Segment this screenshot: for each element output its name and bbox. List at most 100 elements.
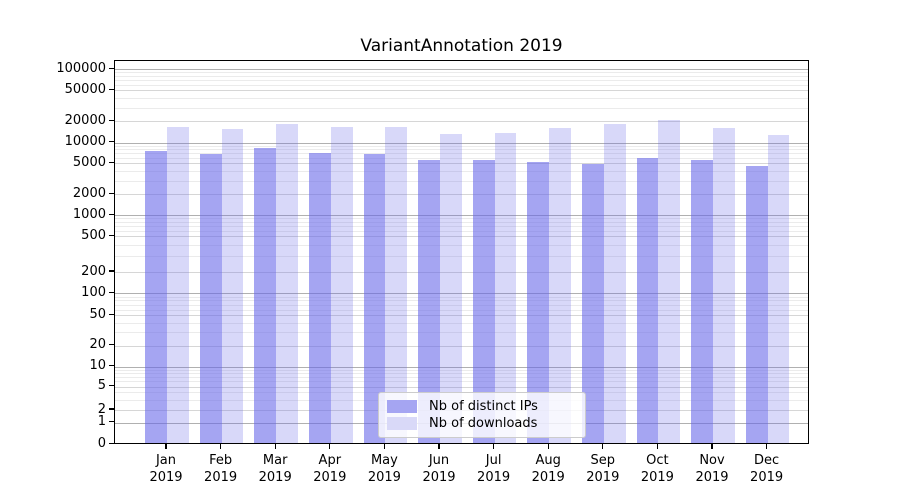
gridline <box>115 180 808 182</box>
legend: Nb of distinct IPs Nb of downloads <box>378 392 586 438</box>
bar-downloads-jul <box>494 133 517 443</box>
x-tick-label: Dec 2019 <box>750 453 784 485</box>
y-tick-mark <box>109 234 114 236</box>
bar-distinct-ips-oct <box>636 157 659 443</box>
bar-distinct-ips-nov <box>691 159 713 443</box>
gridline <box>115 230 808 232</box>
bar-downloads-mar <box>276 123 298 443</box>
x-tick-label: Sep 2019 <box>586 453 620 485</box>
x-tick-label: Nov 2019 <box>695 453 729 485</box>
y-tick-label: 1 <box>97 414 106 430</box>
legend-item-distinct-ips: Nb of distinct IPs <box>387 399 577 414</box>
y-tick-mark <box>109 67 114 69</box>
x-tick-label: Oct 2019 <box>640 453 674 485</box>
legend-swatch-downloads <box>387 417 417 430</box>
y-tick-mark <box>109 119 114 121</box>
gridline <box>115 293 808 295</box>
plot-area <box>114 60 809 444</box>
x-tick-label: Jun 2019 <box>422 453 456 485</box>
gridline <box>115 309 808 311</box>
x-tick-mark <box>165 444 167 449</box>
gridline <box>115 69 808 71</box>
y-tick-mark <box>109 442 114 445</box>
x-tick-label: May 2019 <box>367 453 401 485</box>
gridline <box>115 376 808 378</box>
gridline <box>115 386 808 388</box>
bar-distinct-ips-jan <box>145 150 167 443</box>
x-tick-label: Feb 2019 <box>204 453 238 485</box>
gridline <box>115 215 808 217</box>
gridline <box>115 256 808 258</box>
chart-title: VariantAnnotation 2019 <box>360 36 563 56</box>
x-tick-label: Jul 2019 <box>477 453 511 485</box>
bar-downloads-nov <box>713 128 735 443</box>
gridline <box>115 296 808 298</box>
bar-distinct-ips-jun <box>418 160 440 443</box>
x-tick-label: Mar 2019 <box>258 453 292 485</box>
gridline <box>115 170 808 172</box>
gridline <box>115 369 808 371</box>
y-tick-mark <box>109 141 114 143</box>
bar-downloads-jun <box>440 134 462 443</box>
gridline <box>115 80 808 82</box>
bar-distinct-ips-feb <box>199 153 222 443</box>
bar-downloads-apr <box>330 126 353 443</box>
legend-label-downloads: Nb of downloads <box>429 416 538 431</box>
gridline <box>115 236 808 238</box>
gridline <box>115 332 808 334</box>
y-tick-label: 500 <box>81 227 106 243</box>
x-tick-label: Jan 2019 <box>149 453 183 485</box>
y-tick-mark <box>109 313 114 315</box>
x-tick-mark <box>711 444 713 449</box>
gridline <box>115 300 808 302</box>
x-tick-label: Aug 2019 <box>531 453 565 485</box>
gridline <box>115 366 808 368</box>
y-tick-label: 5 <box>97 378 106 394</box>
bar-distinct-ips-aug <box>527 162 550 443</box>
y-tick-mark <box>109 365 114 367</box>
gridline <box>115 107 808 109</box>
gridline <box>115 163 808 165</box>
gridline <box>115 121 808 123</box>
legend-swatch-distinct-ips <box>387 400 417 413</box>
gridline <box>115 194 808 196</box>
x-tick-mark <box>765 444 768 449</box>
y-tick-label: 20 <box>89 337 106 352</box>
y-tick-mark <box>109 213 114 215</box>
gridline <box>115 373 808 375</box>
bar-distinct-ips-sep <box>582 163 604 443</box>
gridline <box>115 345 808 347</box>
gridline <box>115 226 808 228</box>
x-tick-label: Apr 2019 <box>313 453 347 485</box>
bar-distinct-ips-mar <box>254 147 277 443</box>
gridline <box>115 218 808 220</box>
x-tick-mark <box>656 444 659 449</box>
y-tick-mark <box>109 270 114 272</box>
y-tick-mark <box>109 421 114 423</box>
y-tick-label: 50000 <box>64 81 106 97</box>
x-tick-mark <box>219 444 222 449</box>
y-tick-label: 2000 <box>72 185 106 201</box>
y-tick-mark <box>109 385 114 387</box>
y-tick-mark <box>109 192 114 194</box>
legend-label-distinct-ips: Nb of distinct IPs <box>429 399 538 414</box>
bar-distinct-ips-may <box>363 154 386 443</box>
bar-downloads-dec <box>767 134 790 443</box>
x-tick-mark <box>329 444 331 449</box>
bar-downloads-aug <box>549 127 571 443</box>
gridline <box>115 244 808 246</box>
y-tick-label: 100000 <box>56 60 106 76</box>
gridline <box>115 322 808 324</box>
gridline <box>115 145 808 147</box>
bar-downloads-feb <box>221 129 244 443</box>
gridline <box>115 97 808 99</box>
x-tick-mark <box>547 444 549 449</box>
bar-downloads-oct <box>658 120 681 443</box>
x-tick-mark <box>383 444 386 449</box>
y-tick-label: 50 <box>89 306 106 322</box>
y-tick-mark <box>109 161 114 163</box>
y-tick-label: 10000 <box>64 134 106 150</box>
gridline <box>115 304 808 306</box>
gridline <box>115 153 808 155</box>
